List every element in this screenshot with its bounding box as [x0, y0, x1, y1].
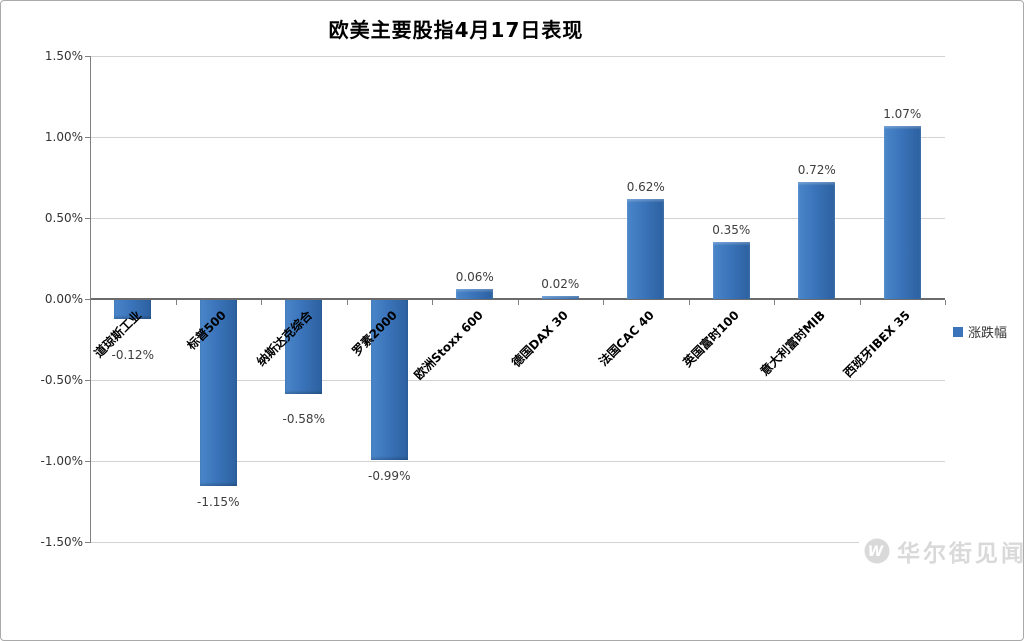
- gridline: [90, 542, 945, 543]
- y-tick-mark: [85, 218, 90, 219]
- x-tick-mark: [517, 300, 519, 305]
- wallstreetcn-logo-icon: W: [864, 538, 890, 564]
- bar-value-label: 0.06%: [455, 270, 494, 285]
- legend: 涨跌幅: [953, 322, 1007, 341]
- chart-title: 欧美主要股指4月17日表现: [328, 18, 584, 42]
- y-tick-mark: [85, 542, 90, 543]
- x-axis-line: [90, 298, 945, 300]
- bar: [456, 289, 494, 299]
- watermark: W 华尔街见闻: [859, 528, 1024, 574]
- x-tick-mark: [945, 300, 946, 305]
- y-tick-mark: [85, 137, 90, 138]
- watermark-text: 华尔街见闻: [897, 541, 1024, 567]
- x-tick-mark: [859, 300, 861, 305]
- bar: [883, 125, 921, 299]
- bar-value-label: 0.72%: [797, 163, 836, 178]
- gridline: [90, 380, 945, 381]
- bar-value-label: -0.12%: [111, 348, 154, 363]
- bar-value-label: 0.35%: [712, 223, 751, 238]
- x-tick-mark: [688, 300, 690, 305]
- category-label: 西班牙IBEX 35: [841, 308, 914, 381]
- bar: [712, 242, 750, 299]
- category-label: 英国富时100: [680, 308, 743, 370]
- y-tick-label: 1.50%: [44, 49, 83, 63]
- bar: [370, 300, 408, 461]
- category-label: 法国CAC 40: [596, 308, 657, 369]
- bar-value-label: -0.99%: [368, 469, 411, 484]
- y-tick-mark: [85, 380, 90, 381]
- x-tick-mark: [346, 300, 348, 305]
- x-tick-mark: [774, 300, 775, 305]
- y-tick-label: -1.50%: [40, 535, 83, 549]
- gridline: [90, 218, 945, 219]
- gridline: [90, 56, 945, 57]
- x-tick-mark: [432, 300, 433, 305]
- bar: [627, 198, 665, 299]
- x-tick-mark: [175, 300, 177, 305]
- y-tick-label: 0.50%: [44, 211, 83, 225]
- legend-series-label: 涨跌幅: [968, 326, 1008, 341]
- y-tick-mark: [85, 299, 90, 300]
- x-tick-mark: [603, 300, 604, 305]
- bar: [541, 295, 579, 299]
- x-tick-mark: [261, 300, 262, 305]
- bar-value-label: 1.07%: [883, 106, 922, 121]
- category-label: 意大利富时MIB: [757, 308, 828, 379]
- y-axis-line: [90, 56, 91, 543]
- y-tick-label: -1.00%: [40, 454, 83, 468]
- y-tick-label: 0.00%: [44, 292, 83, 306]
- bar-value-label: 0.62%: [626, 179, 665, 194]
- category-label: 德国DAX 30: [509, 308, 572, 370]
- x-tick-mark: [90, 300, 91, 305]
- bar: [114, 300, 152, 320]
- svg-text:W: W: [868, 544, 886, 560]
- y-tick-label: -0.50%: [40, 373, 83, 387]
- bar: [199, 300, 237, 487]
- legend-swatch-icon: [953, 326, 963, 337]
- gridline: [90, 461, 945, 462]
- y-tick-mark: [85, 461, 90, 462]
- bar-value-label: -1.15%: [197, 495, 240, 510]
- bar: [285, 300, 323, 394]
- category-label: 道琼斯工业: [91, 308, 144, 361]
- bar: [798, 182, 836, 299]
- gridline: [90, 137, 945, 138]
- bar-value-label: 0.02%: [541, 276, 580, 291]
- bar-value-label: -0.58%: [282, 411, 325, 426]
- y-tick-mark: [85, 56, 90, 57]
- y-tick-label: 1.00%: [44, 130, 83, 144]
